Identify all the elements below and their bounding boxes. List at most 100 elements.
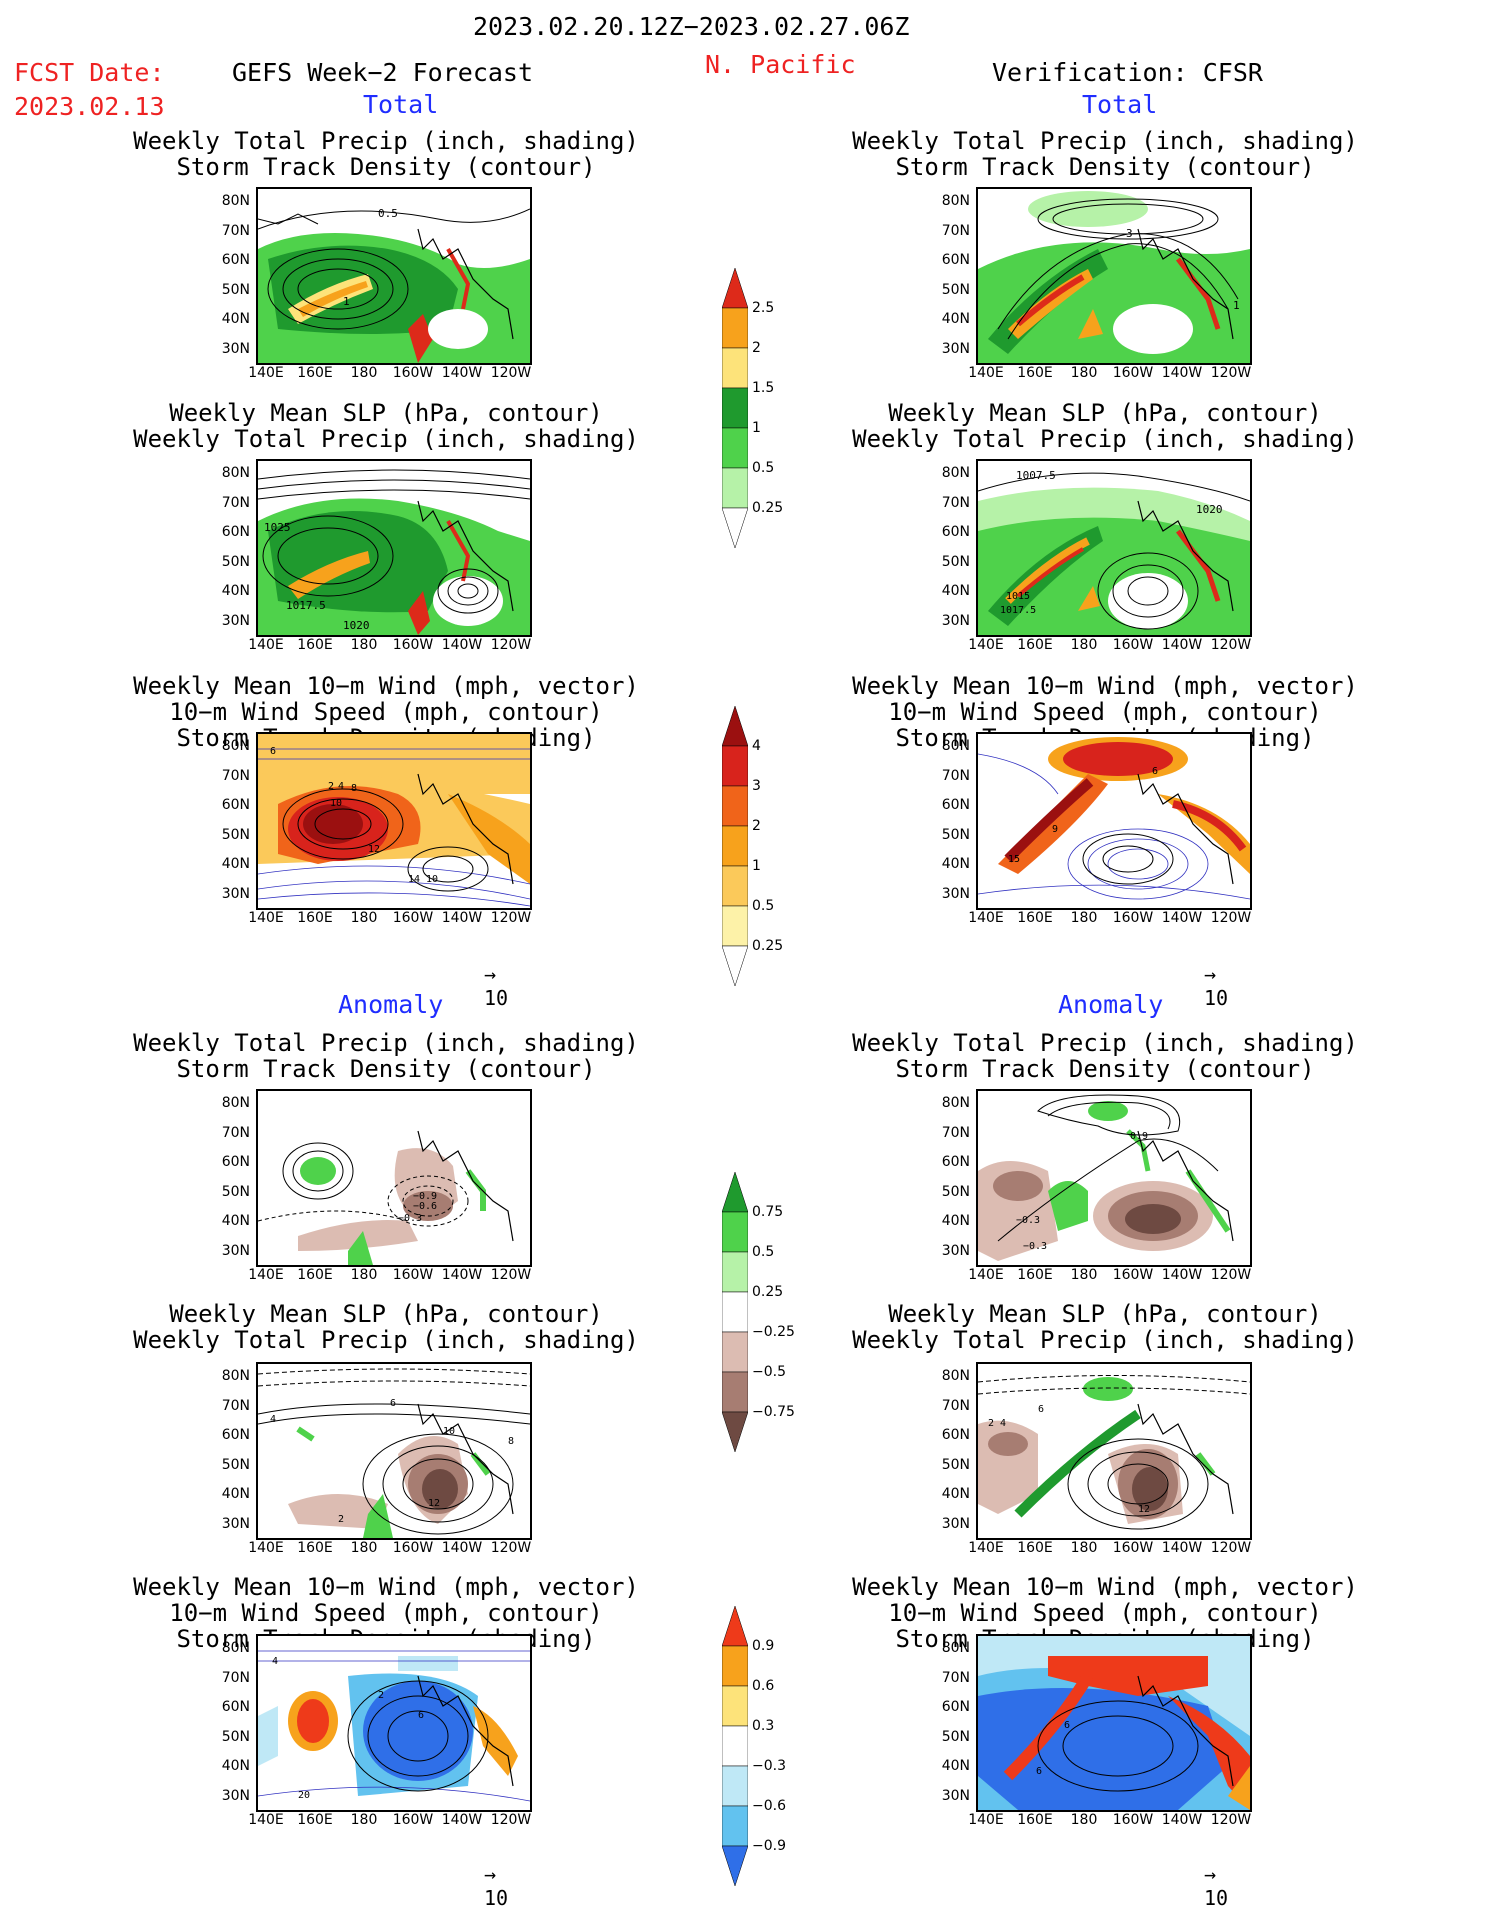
lon-tick-label: 180 xyxy=(350,365,378,381)
lon-tick-label: 120W xyxy=(490,1812,532,1828)
svg-text:0.5: 0.5 xyxy=(378,207,398,220)
colorbar-tick-label: 2 xyxy=(752,340,761,356)
lon-tick-label: 160W xyxy=(392,365,434,381)
lon-tick-label: 120W xyxy=(1210,637,1252,653)
lon-tick-label: 140E xyxy=(248,910,284,926)
lat-tick-label: 50N xyxy=(941,826,970,843)
colorbar-tick-label: 2.5 xyxy=(752,300,775,316)
lon-tick-label: 180 xyxy=(1070,1267,1098,1283)
map-panel-l1: 0.5 1 xyxy=(256,187,532,365)
lat-tick-label: 80N xyxy=(941,1095,970,1111)
lat-tick-label: 40N xyxy=(221,1213,250,1229)
lon-tick-label: 140W xyxy=(1161,1540,1203,1556)
svg-text:10: 10 xyxy=(443,1426,455,1437)
lat-tick-label: 50N xyxy=(221,1456,250,1473)
lon-tick-label: 160E xyxy=(1017,637,1053,653)
lat-tick-label: 50N xyxy=(221,553,250,570)
colorbar-tick-label: 0.75 xyxy=(752,1204,784,1220)
colorbar-tick-label: −0.9 xyxy=(752,1838,786,1854)
lon-tick-label: 140W xyxy=(441,637,483,653)
colorbar-tick-label: 1.5 xyxy=(752,380,775,396)
lon-tick-label: 180 xyxy=(1070,637,1098,653)
svg-text:6: 6 xyxy=(1036,1766,1042,1777)
svg-text:1015: 1015 xyxy=(1006,591,1030,602)
vector-reference-r3: → 10 xyxy=(1204,962,1229,1010)
colorbar-tick-label: 0.25 xyxy=(752,938,784,954)
lon-tick-label: 140E xyxy=(968,637,1004,653)
fcst-date: 2023.02.13 xyxy=(14,92,165,121)
lon-tick-label: 120W xyxy=(490,910,532,926)
lat-tick-label: 60N xyxy=(221,1154,250,1170)
lat-tick-label: 40N xyxy=(941,1758,970,1774)
lon-tick-label: 160E xyxy=(1017,910,1053,926)
panel-title-r4: Weekly Total Precip (inch, shading) Storm… xyxy=(852,1029,1358,1083)
left-column-title: GEFS Week−2 Forecast xyxy=(232,58,534,87)
lon-tick-label: 140E xyxy=(248,1267,284,1283)
lat-tick-label: 30N xyxy=(221,340,250,357)
lat-tick-label: 30N xyxy=(941,885,970,902)
svg-text:0.9: 0.9 xyxy=(1130,1131,1148,1142)
colorbar-tick-label: 4 xyxy=(752,738,761,754)
svg-text:4: 4 xyxy=(1000,1418,1006,1429)
lat-tick-label: 80N xyxy=(221,1368,250,1384)
lon-tick-label: 140W xyxy=(441,910,483,926)
panel-title-l1: Weekly Total Precip (inch, shading) Storm… xyxy=(133,127,639,181)
lat-tick-label: 70N xyxy=(221,1124,250,1141)
lat-tick-label: 70N xyxy=(221,494,250,511)
colorbar-tick-label: 3 xyxy=(752,778,761,794)
lat-tick-label: 80N xyxy=(221,193,250,209)
lon-tick-label: 180 xyxy=(350,1812,378,1828)
lat-tick-label: 60N xyxy=(221,524,250,540)
colorbar-tick-label: 0.9 xyxy=(752,1638,775,1654)
lat-tick-label: 60N xyxy=(941,1154,970,1170)
lon-tick-label: 120W xyxy=(1210,365,1252,381)
lat-tick-label: 70N xyxy=(221,1397,250,1414)
svg-text:8: 8 xyxy=(508,1436,514,1447)
lat-tick-label: 40N xyxy=(221,1486,250,1502)
lat-tick-label: 70N xyxy=(941,494,970,511)
lon-tick-label: 140E xyxy=(248,1540,284,1556)
map-panel-r4: 0.9 −0.3 −0.3 xyxy=(976,1089,1252,1267)
lon-tick-label: 140E xyxy=(248,365,284,381)
svg-text:4: 4 xyxy=(338,781,344,792)
colorbar-swatches xyxy=(721,1171,749,1453)
lon-tick-label: 120W xyxy=(490,637,532,653)
lon-tick-label: 120W xyxy=(490,365,532,381)
lat-tick-label: 80N xyxy=(941,1640,970,1656)
lon-tick-label: 140E xyxy=(968,910,1004,926)
lon-tick-label: 180 xyxy=(350,910,378,926)
lat-tick-label: 40N xyxy=(941,1486,970,1502)
lon-tick-label: 160E xyxy=(297,1812,333,1828)
lon-tick-label: 160E xyxy=(297,637,333,653)
colorbar-tick-label: −0.75 xyxy=(752,1404,795,1420)
panel-title-r5: Weekly Mean SLP (hPa, contour) Weekly Tot… xyxy=(852,1300,1358,1354)
lon-tick-label: 160E xyxy=(297,1540,333,1556)
lat-tick-label: 70N xyxy=(941,1124,970,1141)
svg-text:4: 4 xyxy=(272,1656,278,1667)
lat-tick-label: 80N xyxy=(221,1640,250,1656)
lon-tick-label: 160E xyxy=(297,365,333,381)
lat-tick-label: 30N xyxy=(941,1515,970,1532)
colorbar-tick-label: 1 xyxy=(752,420,761,436)
svg-text:10: 10 xyxy=(426,874,438,885)
lon-tick-label: 140E xyxy=(248,637,284,653)
lon-tick-label: 140W xyxy=(441,365,483,381)
svg-text:1017.5: 1017.5 xyxy=(1000,605,1036,616)
lon-tick-label: 140E xyxy=(968,1812,1004,1828)
colorbar-precip-anomaly: 0.75 0.5 0.25 −0.25 −0.5 −0.75 xyxy=(721,1171,795,1466)
region-title: N. Pacific xyxy=(705,50,856,79)
lon-tick-label: 140W xyxy=(441,1267,483,1283)
svg-text:−0.9: −0.9 xyxy=(413,1191,437,1202)
lat-tick-label: 80N xyxy=(221,1095,250,1111)
lon-tick-label: 160W xyxy=(1112,1812,1154,1828)
fcst-label: FCST Date: xyxy=(14,58,165,87)
lat-tick-label: 30N xyxy=(221,885,250,902)
map-panel-r5: 6 2 4 12 xyxy=(976,1362,1252,1540)
lat-tick-label: 30N xyxy=(221,612,250,629)
lon-tick-label: 160W xyxy=(1112,365,1154,381)
svg-text:12: 12 xyxy=(368,844,380,855)
colorbar-tick-label: 0.25 xyxy=(752,500,784,516)
map-panel-l6: 4 6 2 20 xyxy=(256,1634,532,1812)
lat-tick-label: 70N xyxy=(941,222,970,239)
lat-tick-label: 40N xyxy=(221,583,250,599)
